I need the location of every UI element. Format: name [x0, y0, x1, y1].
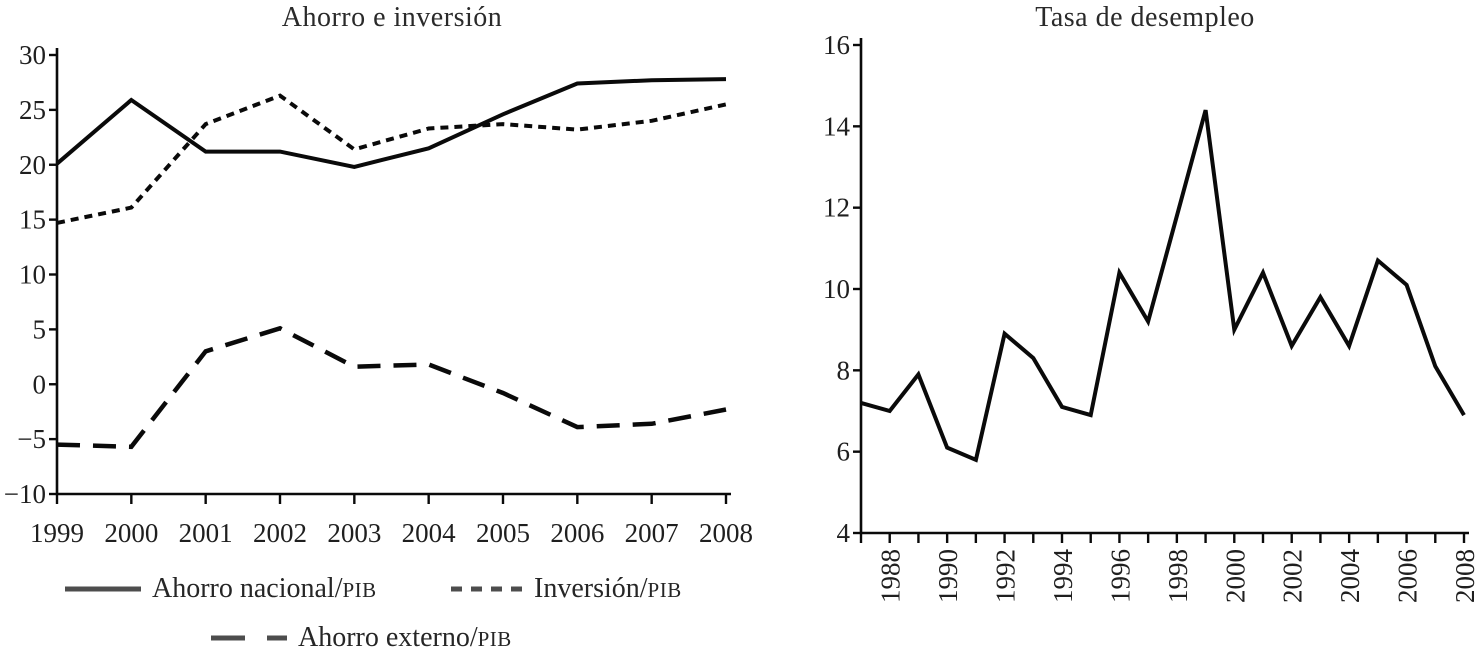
series-line-dotted — [56, 93, 727, 225]
x-tick-label: 2007 — [625, 518, 679, 548]
solid-line-sample-icon — [65, 586, 141, 592]
savings-chart-title: Ahorro e inversión — [281, 2, 503, 33]
y-tick-label: 10 — [823, 274, 850, 304]
y-tick-label: 5 — [33, 314, 47, 344]
unemployment-chart: 16 14 12 10 8 6 4 1988 1990 1992 1994 1996 1998 2000 2… — [823, 30, 1475, 604]
y-tick-label: −10 — [4, 479, 46, 509]
x-tick-label: 1988 — [876, 549, 906, 603]
legend-suffix-pib: PIB — [342, 578, 377, 602]
x-tick-label: 2000 — [104, 518, 158, 548]
x-tick-label: 2004 — [402, 518, 457, 548]
x-tick-label: 2004 — [1335, 549, 1365, 604]
x-tick-label: 1994 — [1048, 549, 1078, 604]
axis-lines — [859, 38, 1469, 535]
y-tick-label: 25 — [19, 95, 46, 125]
dashed-line-sample-icon — [211, 635, 287, 641]
x-tick-label: 2000 — [1220, 549, 1250, 603]
x-tick-label: 2006 — [1393, 549, 1423, 603]
legend-text: Inversión/ — [534, 573, 648, 604]
y-tick-label: 15 — [19, 205, 46, 235]
y-tick-label: 4 — [837, 518, 851, 548]
legend-label-national-saving: Ahorro nacional/PIB — [152, 573, 377, 605]
series-line-solid — [55, 77, 727, 169]
x-tick-label: 2002 — [1278, 549, 1308, 603]
y-tick-label: 14 — [823, 111, 851, 141]
legend-item-national-saving: Ahorro nacional/PIB — [64, 573, 377, 605]
unemployment-chart-title: Tasa de desempleo — [1035, 2, 1255, 33]
series-line-dashed — [56, 325, 727, 450]
legend-item-investment: Inversión/PIB — [450, 573, 682, 605]
x-tick-label: 2002 — [253, 518, 307, 548]
y-tick-label: 12 — [823, 193, 850, 223]
y-tick-label: 10 — [19, 260, 46, 290]
legend-text: Ahorro nacional/ — [152, 573, 343, 604]
axis-lines — [55, 48, 731, 496]
legend-item-external-saving: Ahorro externo/PIB — [210, 622, 512, 654]
y-tick-label: 8 — [837, 355, 851, 385]
legend-label-external-saving: Ahorro externo/PIB — [298, 622, 512, 654]
savings-investment-chart: 30 25 20 15 10 5 0 −5 −10 1999 2000 2001 2002 2003 200… — [4, 40, 753, 548]
y-tick-label: 6 — [837, 437, 851, 467]
x-tick-label: 1992 — [991, 549, 1021, 603]
dotted-line-sample-icon — [451, 586, 523, 592]
y-tick-label: 30 — [19, 40, 46, 70]
y-tick-label: 0 — [33, 369, 47, 399]
x-tick-label: 2001 — [179, 518, 233, 548]
x-tick-label: 2008 — [1450, 549, 1475, 603]
legend-suffix-pib: PIB — [477, 627, 512, 651]
y-tick-label: 16 — [823, 30, 850, 60]
y-tick-label: 20 — [19, 150, 46, 180]
x-tick-label: 2005 — [476, 518, 530, 548]
legend-suffix-pib: PIB — [647, 578, 682, 602]
x-tick-label: 2003 — [327, 518, 381, 548]
x-tick-label: 2008 — [699, 518, 753, 548]
legend-text: Ahorro externo/ — [298, 622, 478, 653]
y-tick-label: −5 — [17, 424, 46, 454]
legend-label-investment: Inversión/PIB — [534, 573, 682, 605]
x-tick-label: 2006 — [550, 518, 604, 548]
x-tick-label: 1998 — [1163, 549, 1193, 603]
series-line-solid — [860, 109, 1466, 463]
x-tick-label: 1999 — [30, 518, 84, 548]
x-tick-label: 1996 — [1105, 549, 1135, 603]
x-tick-label: 1990 — [933, 549, 963, 603]
